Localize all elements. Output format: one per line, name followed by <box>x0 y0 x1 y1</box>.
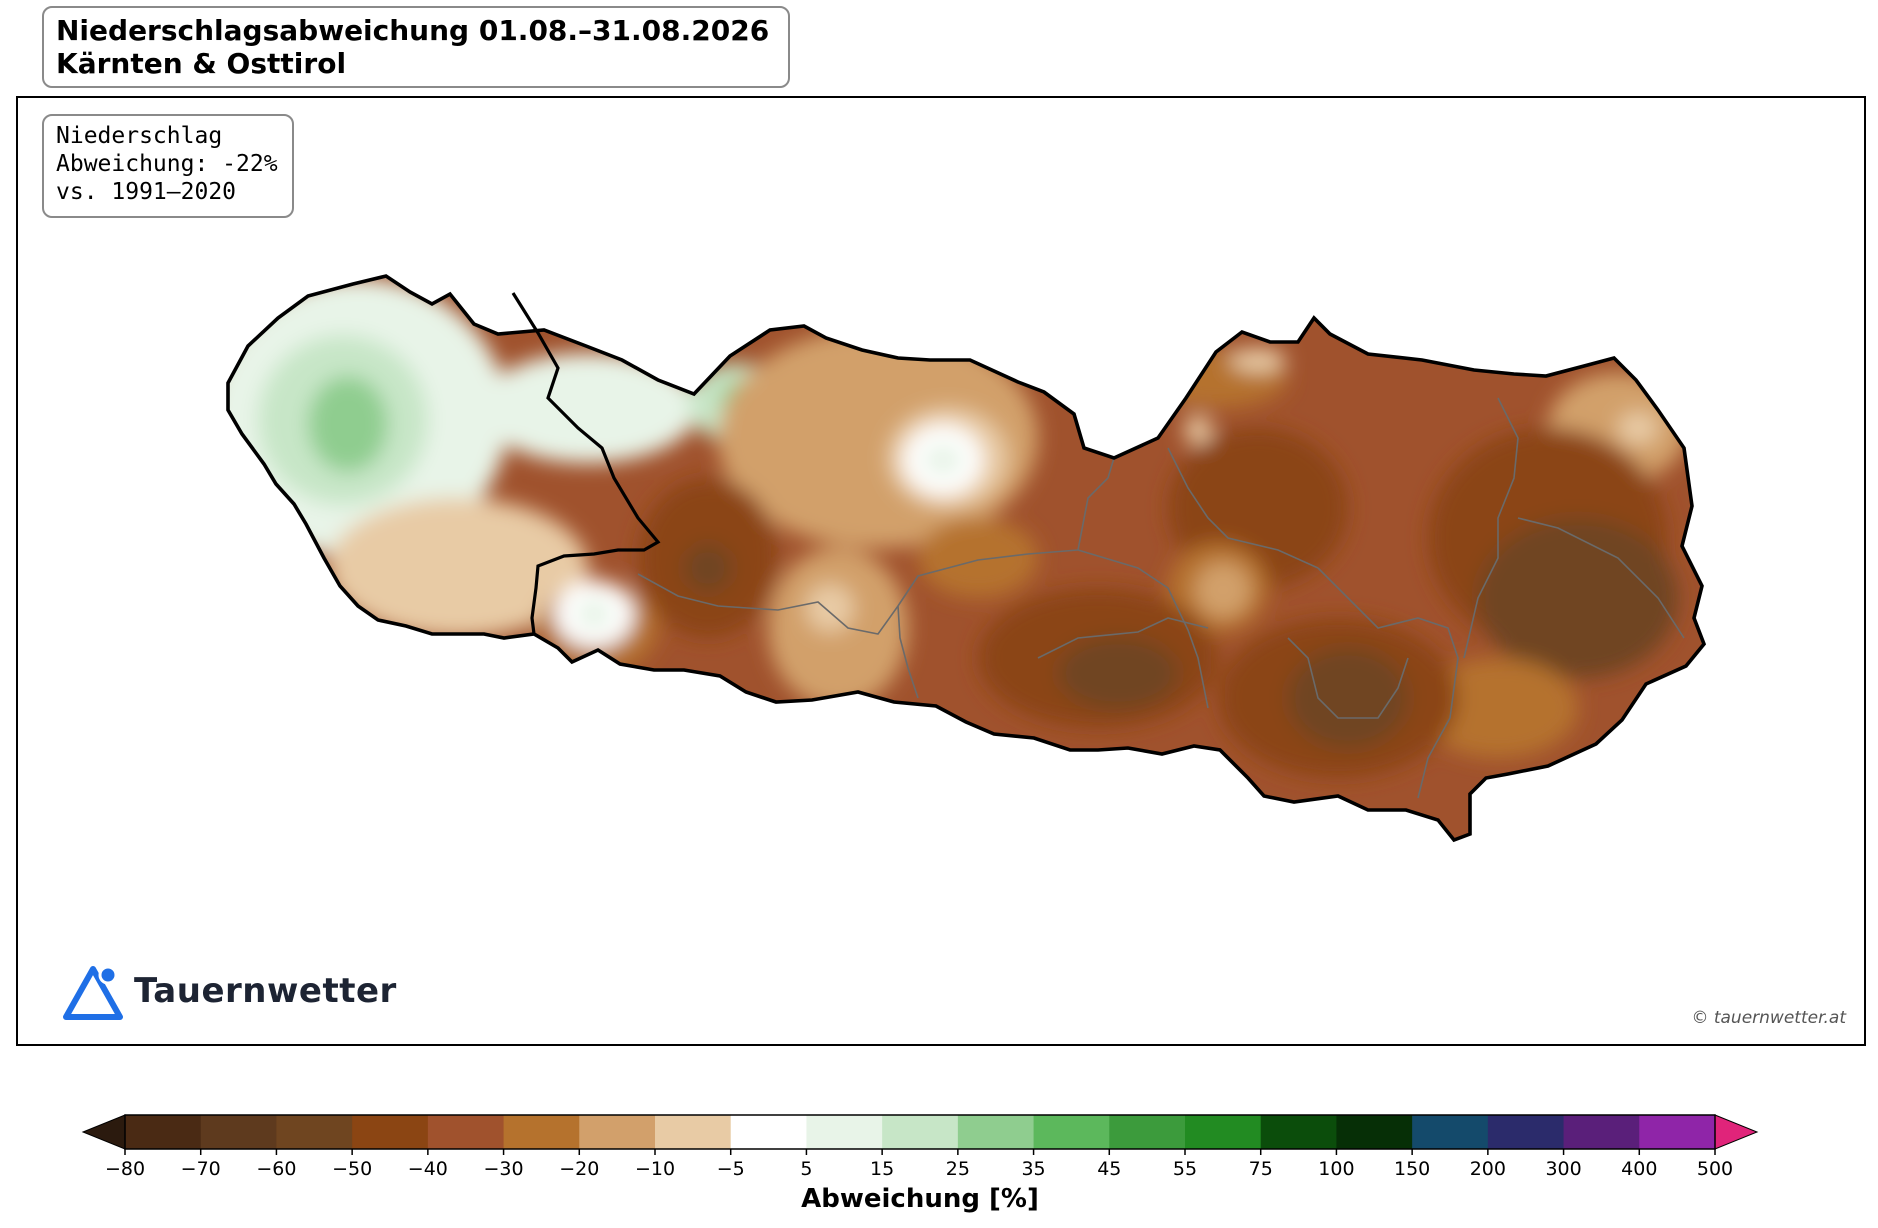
district-borders <box>637 397 1685 799</box>
colorbar-bin <box>957 1115 1035 1149</box>
colorbar-tick-label: 300 <box>1545 1158 1581 1180</box>
colorbar-label: Abweichung [%] <box>801 1184 1039 1214</box>
colorbar-bin <box>1487 1115 1565 1149</box>
colorbar-tick-label: 5 <box>800 1158 812 1180</box>
colorbar-tick-label: 150 <box>1394 1158 1430 1180</box>
colorbar-bin <box>882 1115 959 1149</box>
colorbar-bin <box>1185 1115 1262 1149</box>
colorbar-over-arrow <box>1714 1114 1759 1150</box>
colorbar-bin <box>655 1115 732 1149</box>
map-title: Niederschlagsabweichung 01.08.–31.08.202… <box>56 14 770 47</box>
precipitation-map[interactable] <box>18 98 1864 1044</box>
colorbar-bin <box>1639 1115 1716 1149</box>
deviation-field <box>228 276 1704 840</box>
info-reference: vs. 1991–2020 <box>56 179 237 205</box>
colorbar-tick-label: −50 <box>332 1158 372 1180</box>
colorbar-bin <box>276 1115 353 1149</box>
colorbar-tick-label: −80 <box>105 1158 145 1180</box>
colorbar-tick-label: 400 <box>1621 1158 1657 1180</box>
colorbar-tick-label: −5 <box>717 1158 745 1180</box>
colorbar-tick-label: −20 <box>559 1158 599 1180</box>
logo-text: Tauernwetter <box>134 971 397 1011</box>
colorbar-tick-label: 500 <box>1697 1158 1733 1180</box>
colorbar-bin <box>1260 1115 1337 1149</box>
colorbar-tick-label: −10 <box>635 1158 675 1180</box>
colorbar-tick-label: −30 <box>484 1158 524 1180</box>
colorbar-tick-label: −70 <box>181 1158 221 1180</box>
colorbar-tick-label: −60 <box>256 1158 296 1180</box>
colorbar-tick-label: 45 <box>1097 1158 1121 1180</box>
colorbar-bin <box>200 1115 277 1149</box>
info-variable: Niederschlag <box>56 123 223 149</box>
colorbar-tick-label: −40 <box>408 1158 448 1180</box>
colorbar-bin <box>1412 1115 1489 1149</box>
colorbar-tick-label: 55 <box>1173 1158 1197 1180</box>
colorbar: −80 −70 −60 −50 −40 −30 −20 −10 −5 5 15 25 35 45 55 75 1… <box>70 1104 1770 1214</box>
title-box: Niederschlagsabweichung 01.08.–31.08.202… <box>42 6 790 88</box>
colorbar-bin <box>1109 1115 1186 1149</box>
colorbar-tick-label: 35 <box>1021 1158 1045 1180</box>
colorbar-frame <box>124 1114 1716 1150</box>
map-subtitle: Kärnten & Osttirol <box>56 47 347 80</box>
colorbar-tick-label: 75 <box>1249 1158 1273 1180</box>
colorbar-scale: −80 −70 −60 −50 −40 −30 −20 −10 −5 5 15 25 35 45 55 75 1… <box>81 1114 1759 1180</box>
info-deviation: Abweichung: -22% <box>56 151 278 177</box>
tauernwetter-logo[interactable]: Tauernwetter <box>60 960 397 1022</box>
colorbar-bin <box>352 1115 429 1149</box>
colorbar-bin <box>1336 1115 1413 1149</box>
colorbar-under-arrow <box>81 1114 126 1150</box>
colorbar-bin <box>579 1115 656 1149</box>
triangle-pin-icon <box>63 965 123 1020</box>
colorbar-bin <box>125 1115 202 1149</box>
colorbar-bin <box>503 1115 580 1149</box>
colorbar-tick-label: 15 <box>870 1158 894 1180</box>
colorbar-tick-label: 200 <box>1470 1158 1506 1180</box>
colorbar-bin <box>806 1115 883 1149</box>
colorbar-tick-label: 100 <box>1318 1158 1354 1180</box>
copyright-text: © tauernwetter.at <box>1691 1008 1846 1028</box>
info-box: Niederschlag Abweichung: -22% vs. 1991–2… <box>42 114 294 218</box>
colorbar-bin <box>1033 1115 1110 1149</box>
colorbar-bin <box>1563 1115 1640 1149</box>
map-frame[interactable]: Niederschlag Abweichung: -22% vs. 1991–2… <box>16 96 1866 1046</box>
osttirol-border <box>511 292 661 635</box>
colorbar-bin <box>730 1115 807 1149</box>
colorbar-bin <box>427 1115 505 1149</box>
colorbar-tick-label: 25 <box>946 1158 970 1180</box>
